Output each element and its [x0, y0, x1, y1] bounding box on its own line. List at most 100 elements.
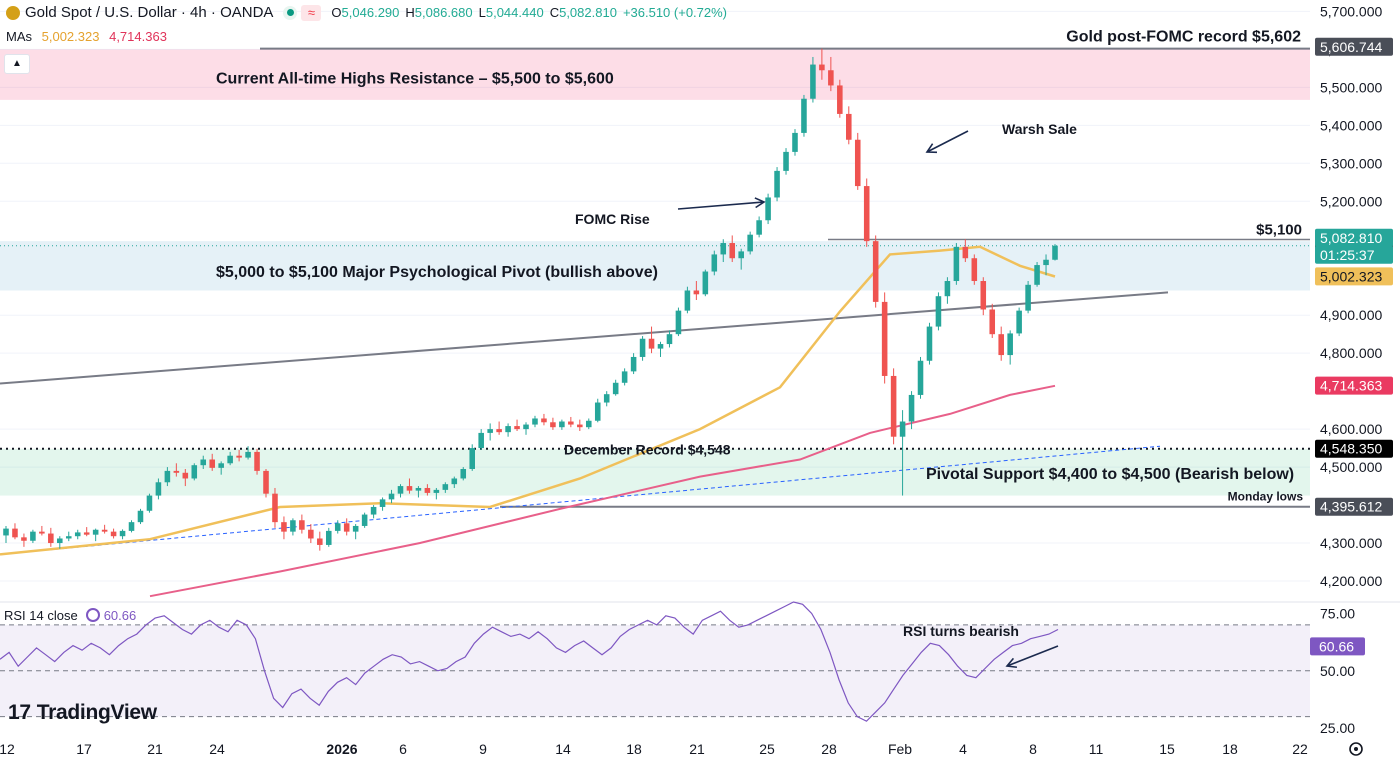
x-tick-label: 12	[0, 741, 15, 757]
gold-symbol-icon	[6, 5, 20, 20]
y-tick-label: 5,400.000	[1320, 117, 1382, 133]
annotation-rsi-bearish: RSI turns bearish	[903, 623, 1019, 639]
candle-body	[729, 243, 736, 259]
candle	[881, 292, 888, 384]
candle-body	[881, 301, 888, 376]
rsi-label: RSI 14 close	[4, 608, 78, 623]
indicator-wave-icon[interactable]: ≈	[301, 4, 322, 21]
price-tag-ma200: 4,714.363	[1315, 376, 1393, 395]
candle-body	[406, 486, 413, 491]
candle	[451, 476, 458, 488]
candle-body	[541, 418, 547, 423]
symbol-title[interactable]: Gold Spot / U.S. Dollar · 4h · OANDA	[25, 4, 274, 21]
candle	[352, 524, 359, 540]
price-tag-bg	[1315, 439, 1393, 458]
candle-body	[3, 528, 9, 536]
collapse-legend-icon[interactable]: ▲	[4, 54, 30, 74]
candle-body	[451, 478, 458, 485]
ma200-value: 4,714.363	[109, 29, 167, 44]
candle-body	[630, 356, 637, 372]
candle-body	[747, 234, 753, 252]
price-tag-last: 5,082.810	[1315, 228, 1393, 247]
candle-body	[684, 290, 691, 311]
candle-body	[39, 531, 45, 534]
zone-pink	[0, 49, 1310, 100]
candle	[290, 518, 296, 536]
candle	[191, 463, 198, 481]
candle	[299, 514, 305, 534]
candle	[630, 353, 637, 375]
candle-body	[568, 421, 574, 425]
candle	[424, 484, 431, 496]
candle	[496, 421, 502, 435]
candle-body	[720, 243, 727, 255]
settings-gear-icon[interactable]	[1349, 742, 1363, 756]
price-tag-text: 4,548.350	[1320, 441, 1382, 457]
zone-label: Current All-time Highs Resistance – $5,5…	[216, 71, 614, 88]
candle	[621, 368, 628, 386]
candle-body	[379, 499, 386, 507]
candle-body	[1034, 265, 1040, 285]
candle-body	[837, 85, 843, 114]
candle-body	[577, 424, 583, 428]
candle-body	[191, 465, 198, 479]
warsh-arrow	[925, 130, 969, 154]
x-tick-label: 17	[76, 741, 92, 757]
candle	[227, 451, 233, 466]
candle	[173, 463, 180, 477]
price-tag-timer: 01:25:37	[1315, 245, 1393, 264]
candle	[272, 487, 278, 528]
rsi-value: 60.66	[103, 608, 137, 623]
candle	[388, 489, 395, 504]
candle-body	[478, 432, 484, 449]
candle-body	[828, 70, 834, 86]
candle	[935, 292, 942, 331]
rsi-legend[interactable]: RSI 14 close 60.66	[4, 608, 136, 623]
candle	[218, 461, 224, 475]
candle-body	[469, 448, 476, 469]
candle	[890, 368, 897, 445]
candle	[585, 418, 592, 430]
candle	[666, 330, 673, 348]
zone-label: Pivotal Support $4,400 to $4,500 (Bearis…	[926, 466, 1294, 483]
zone-label: $5,000 to $5,100 Major Psychological Piv…	[216, 264, 658, 281]
chart-header: Gold Spot / U.S. Dollar · 4h · OANDA ≈ O…	[6, 4, 733, 21]
price-tag-bg	[1315, 228, 1393, 247]
price-tag-text: 5,082.810	[1320, 230, 1382, 246]
close-value: 5,082.810	[559, 5, 617, 20]
candle-body	[514, 426, 520, 430]
candle-body	[953, 246, 960, 282]
candle-body	[308, 529, 314, 539]
price-tag-bg	[1315, 376, 1393, 395]
candle	[514, 419, 520, 432]
candle	[702, 269, 709, 297]
candle	[917, 356, 924, 399]
trendline-rising-support	[0, 291, 1169, 385]
candle-body	[989, 309, 996, 335]
candle	[254, 448, 260, 475]
candle-body	[962, 246, 969, 259]
candle-body	[57, 538, 63, 544]
candle-body	[971, 258, 978, 282]
candle-body	[810, 64, 816, 99]
market-status-icon[interactable]	[283, 5, 298, 20]
candle-body	[792, 132, 798, 152]
candle	[74, 529, 81, 540]
gear-ring	[1349, 742, 1363, 756]
candle-body	[675, 310, 682, 335]
candle-body	[361, 514, 368, 526]
candle	[361, 512, 368, 528]
rsi-settings-icon[interactable]	[85, 608, 100, 622]
candle	[989, 303, 996, 338]
y-tick-label: 4,500.000	[1320, 459, 1382, 475]
candle	[245, 446, 251, 460]
candle-body	[164, 470, 171, 483]
candle	[146, 493, 153, 513]
moving-averages-legend[interactable]: MAs 5,002.323 4,714.363	[6, 29, 167, 44]
y-tick-label: 5,700.000	[1320, 3, 1382, 19]
candle	[774, 167, 780, 202]
rsi-band	[0, 624, 1310, 717]
candle-body	[1007, 333, 1013, 356]
rsi-value-tag: 60.66	[1310, 637, 1365, 656]
